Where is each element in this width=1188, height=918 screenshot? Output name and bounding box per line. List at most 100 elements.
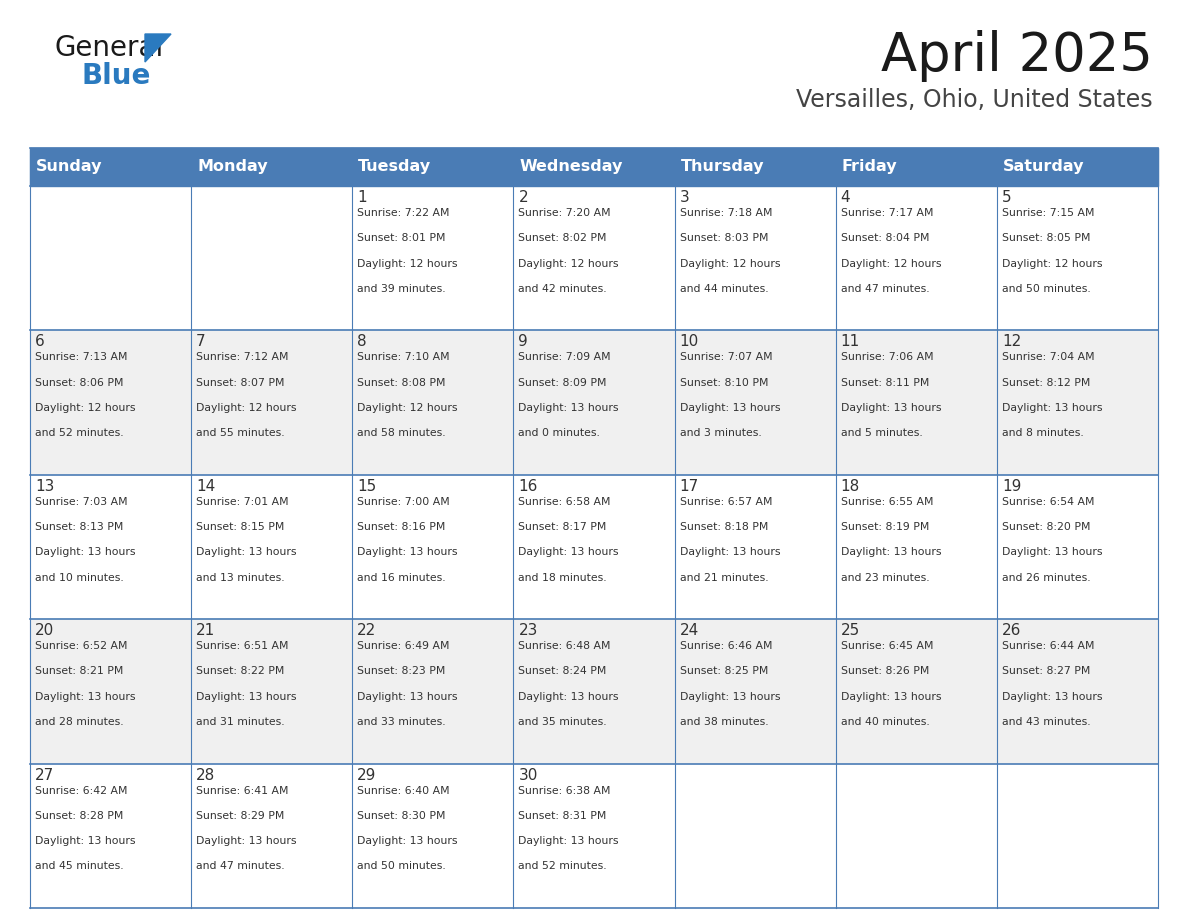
- Text: Daylight: 13 hours: Daylight: 13 hours: [518, 547, 619, 557]
- Text: and 52 minutes.: and 52 minutes.: [34, 428, 124, 438]
- Bar: [30, 148, 1158, 186]
- Text: Sunset: 8:02 PM: Sunset: 8:02 PM: [518, 233, 607, 243]
- Text: 16: 16: [518, 479, 538, 494]
- Text: and 58 minutes.: and 58 minutes.: [358, 428, 446, 438]
- Text: 22: 22: [358, 623, 377, 638]
- Bar: [30, 186, 191, 330]
- Text: Blue: Blue: [81, 62, 151, 90]
- Bar: [191, 330, 353, 475]
- Text: and 43 minutes.: and 43 minutes.: [1001, 717, 1091, 727]
- Bar: [997, 330, 1158, 475]
- Bar: [353, 764, 513, 908]
- Text: Sunrise: 7:10 AM: Sunrise: 7:10 AM: [358, 353, 450, 363]
- Text: 29: 29: [358, 767, 377, 783]
- Text: Sunset: 8:24 PM: Sunset: 8:24 PM: [518, 666, 607, 677]
- Text: 6: 6: [34, 334, 45, 350]
- Text: Sunrise: 6:44 AM: Sunrise: 6:44 AM: [1001, 641, 1094, 651]
- Text: Sunrise: 7:15 AM: Sunrise: 7:15 AM: [1001, 208, 1094, 218]
- Text: 15: 15: [358, 479, 377, 494]
- Text: 30: 30: [518, 767, 538, 783]
- Text: Daylight: 13 hours: Daylight: 13 hours: [34, 836, 135, 846]
- Text: Sunset: 8:18 PM: Sunset: 8:18 PM: [680, 522, 767, 532]
- Text: Daylight: 12 hours: Daylight: 12 hours: [358, 403, 457, 413]
- Bar: [997, 186, 1158, 330]
- Text: and 23 minutes.: and 23 minutes.: [841, 573, 929, 583]
- Text: 11: 11: [841, 334, 860, 350]
- Text: Daylight: 13 hours: Daylight: 13 hours: [1001, 403, 1102, 413]
- Text: Sunset: 8:07 PM: Sunset: 8:07 PM: [196, 377, 285, 387]
- Bar: [191, 620, 353, 764]
- Text: and 33 minutes.: and 33 minutes.: [358, 717, 446, 727]
- Bar: [353, 620, 513, 764]
- Text: and 50 minutes.: and 50 minutes.: [358, 861, 446, 871]
- Bar: [835, 330, 997, 475]
- Bar: [675, 620, 835, 764]
- Text: Saturday: Saturday: [1003, 160, 1085, 174]
- Text: 25: 25: [841, 623, 860, 638]
- Bar: [30, 764, 191, 908]
- Text: Sunrise: 7:17 AM: Sunrise: 7:17 AM: [841, 208, 934, 218]
- Text: Sunrise: 7:09 AM: Sunrise: 7:09 AM: [518, 353, 611, 363]
- Text: Daylight: 12 hours: Daylight: 12 hours: [358, 259, 457, 269]
- Text: Sunrise: 7:20 AM: Sunrise: 7:20 AM: [518, 208, 611, 218]
- Text: Sunset: 8:26 PM: Sunset: 8:26 PM: [841, 666, 929, 677]
- Bar: [513, 186, 675, 330]
- Text: Daylight: 12 hours: Daylight: 12 hours: [34, 403, 135, 413]
- Text: Sunset: 8:06 PM: Sunset: 8:06 PM: [34, 377, 124, 387]
- Text: Sunrise: 6:54 AM: Sunrise: 6:54 AM: [1001, 497, 1094, 507]
- Text: Sunrise: 6:57 AM: Sunrise: 6:57 AM: [680, 497, 772, 507]
- Text: Daylight: 12 hours: Daylight: 12 hours: [196, 403, 297, 413]
- Text: Daylight: 13 hours: Daylight: 13 hours: [841, 547, 941, 557]
- Text: 5: 5: [1001, 190, 1011, 205]
- Text: Thursday: Thursday: [681, 160, 764, 174]
- Text: Daylight: 13 hours: Daylight: 13 hours: [841, 403, 941, 413]
- Text: 14: 14: [196, 479, 215, 494]
- Text: Daylight: 13 hours: Daylight: 13 hours: [680, 403, 781, 413]
- Bar: [835, 764, 997, 908]
- Text: Sunset: 8:05 PM: Sunset: 8:05 PM: [1001, 233, 1091, 243]
- Text: Daylight: 13 hours: Daylight: 13 hours: [196, 836, 297, 846]
- Text: and 3 minutes.: and 3 minutes.: [680, 428, 762, 438]
- Bar: [997, 764, 1158, 908]
- Bar: [513, 764, 675, 908]
- Text: Sunrise: 7:04 AM: Sunrise: 7:04 AM: [1001, 353, 1094, 363]
- Text: Daylight: 12 hours: Daylight: 12 hours: [1001, 259, 1102, 269]
- Text: and 55 minutes.: and 55 minutes.: [196, 428, 285, 438]
- Text: Sunrise: 7:12 AM: Sunrise: 7:12 AM: [196, 353, 289, 363]
- Text: 26: 26: [1001, 623, 1022, 638]
- Bar: [191, 475, 353, 620]
- Bar: [513, 620, 675, 764]
- Text: and 16 minutes.: and 16 minutes.: [358, 573, 446, 583]
- Text: Sunrise: 6:58 AM: Sunrise: 6:58 AM: [518, 497, 611, 507]
- Text: Sunset: 8:11 PM: Sunset: 8:11 PM: [841, 377, 929, 387]
- Text: 9: 9: [518, 334, 529, 350]
- Text: Sunrise: 6:42 AM: Sunrise: 6:42 AM: [34, 786, 127, 796]
- Text: Daylight: 13 hours: Daylight: 13 hours: [680, 547, 781, 557]
- Text: Tuesday: Tuesday: [359, 160, 431, 174]
- Text: Sunset: 8:08 PM: Sunset: 8:08 PM: [358, 377, 446, 387]
- Text: and 5 minutes.: and 5 minutes.: [841, 428, 922, 438]
- Text: Sunset: 8:10 PM: Sunset: 8:10 PM: [680, 377, 769, 387]
- Text: Sunset: 8:21 PM: Sunset: 8:21 PM: [34, 666, 124, 677]
- Text: 24: 24: [680, 623, 699, 638]
- Bar: [675, 186, 835, 330]
- Text: Daylight: 12 hours: Daylight: 12 hours: [518, 259, 619, 269]
- Text: Sunset: 8:03 PM: Sunset: 8:03 PM: [680, 233, 769, 243]
- Text: Monday: Monday: [197, 160, 267, 174]
- Text: Daylight: 13 hours: Daylight: 13 hours: [518, 692, 619, 701]
- Bar: [30, 620, 191, 764]
- Text: Daylight: 13 hours: Daylight: 13 hours: [358, 547, 457, 557]
- Bar: [353, 186, 513, 330]
- Bar: [675, 475, 835, 620]
- Text: Sunrise: 7:13 AM: Sunrise: 7:13 AM: [34, 353, 127, 363]
- Text: Sunrise: 6:45 AM: Sunrise: 6:45 AM: [841, 641, 934, 651]
- Text: Sunset: 8:12 PM: Sunset: 8:12 PM: [1001, 377, 1091, 387]
- Bar: [191, 764, 353, 908]
- Text: Sunset: 8:13 PM: Sunset: 8:13 PM: [34, 522, 124, 532]
- Text: Sunrise: 6:49 AM: Sunrise: 6:49 AM: [358, 641, 450, 651]
- Text: General: General: [55, 34, 164, 62]
- Text: Sunrise: 6:46 AM: Sunrise: 6:46 AM: [680, 641, 772, 651]
- Bar: [835, 186, 997, 330]
- Text: Sunrise: 6:48 AM: Sunrise: 6:48 AM: [518, 641, 611, 651]
- Text: 10: 10: [680, 334, 699, 350]
